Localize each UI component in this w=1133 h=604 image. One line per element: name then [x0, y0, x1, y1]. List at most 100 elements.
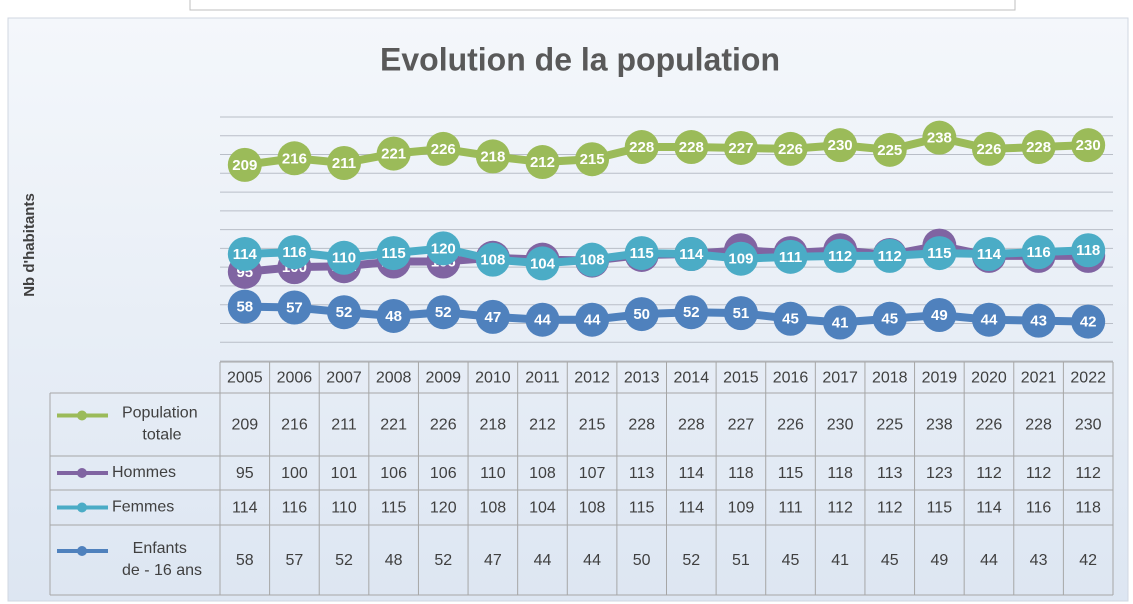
- data-point: [277, 235, 312, 270]
- table-value: 113: [877, 465, 903, 482]
- table-value: 49: [930, 552, 948, 569]
- legend-key: [77, 410, 87, 421]
- table-value: 45: [881, 552, 899, 569]
- data-point: [327, 240, 362, 275]
- data-point: [575, 242, 610, 277]
- data-label: 115: [927, 245, 951, 262]
- data-point: [971, 302, 1006, 337]
- data-label: 44: [981, 312, 998, 329]
- table-value: 120: [430, 500, 457, 517]
- data-point: [1021, 303, 1056, 338]
- table-value: 109: [728, 500, 755, 517]
- data-label: 43: [1030, 313, 1047, 330]
- data-label: 215: [580, 151, 605, 168]
- legend-key: [77, 546, 87, 556]
- chart-title: Evolution de la population: [380, 41, 780, 77]
- table-value: 221: [380, 417, 407, 434]
- data-label: 115: [382, 245, 406, 262]
- data-point: [723, 130, 758, 165]
- table-value: 115: [381, 500, 407, 517]
- x-tick-label: 2015: [723, 370, 759, 387]
- data-label: 114: [233, 246, 258, 263]
- data-label: 228: [629, 139, 654, 156]
- data-point: [624, 236, 659, 271]
- data-point: [525, 145, 560, 180]
- legend-key: [77, 468, 87, 478]
- data-label: 111: [779, 249, 802, 266]
- data-point: [823, 238, 858, 273]
- table-value: 106: [430, 465, 457, 482]
- data-point: [575, 302, 610, 337]
- data-point: [674, 130, 709, 165]
- data-label: 116: [1026, 244, 1050, 261]
- data-point: [1021, 130, 1056, 165]
- data-point: [575, 142, 610, 177]
- table-value: 108: [579, 500, 606, 517]
- table-value: 238: [926, 417, 953, 434]
- data-label: 118: [1076, 242, 1100, 259]
- table-value: 44: [534, 552, 552, 569]
- table-value: 114: [976, 500, 1002, 517]
- table-value: 230: [1075, 417, 1102, 434]
- table-value: 115: [927, 500, 953, 517]
- data-point: [773, 131, 808, 166]
- data-point: [872, 238, 907, 273]
- y-axis-label: Nb d'habitants: [21, 193, 38, 297]
- data-point: [624, 130, 659, 165]
- data-label: 116: [282, 244, 306, 261]
- data-label: 48: [385, 308, 402, 325]
- table-value: 209: [231, 417, 258, 434]
- table-value: 118: [1075, 500, 1101, 517]
- data-label: 227: [728, 140, 753, 157]
- table-value: 51: [732, 552, 750, 569]
- x-tick-label: 2005: [227, 370, 263, 387]
- table-value: 47: [484, 552, 502, 569]
- x-tick-label: 2011: [525, 370, 560, 387]
- data-label: 112: [878, 248, 902, 265]
- data-point: [971, 131, 1006, 166]
- legend-label: Hommes: [112, 464, 176, 481]
- table-value: 215: [579, 417, 606, 434]
- x-tick-label: 2014: [674, 370, 710, 387]
- table-value: 216: [281, 417, 308, 434]
- table-value: 123: [926, 465, 953, 482]
- table-value: 111: [778, 500, 802, 517]
- data-point: [525, 302, 560, 337]
- data-label: 212: [530, 154, 555, 171]
- data-point: [475, 139, 510, 174]
- data-label: 49: [931, 307, 948, 324]
- data-point: [823, 305, 858, 340]
- data-label: 115: [630, 245, 654, 262]
- table-value: 228: [678, 417, 705, 434]
- data-label: 226: [431, 141, 456, 158]
- x-tick-label: 2006: [277, 370, 313, 387]
- data-label: 211: [332, 155, 356, 172]
- data-point: [922, 236, 957, 271]
- plot: 2005 2006 2007 2008 2009 2010 2011 2012 2013 2014…: [49, 116, 1114, 596]
- x-tick-label: 2007: [326, 370, 362, 387]
- data-label: 44: [534, 312, 551, 329]
- data-point: [674, 295, 709, 330]
- data-point: [922, 298, 957, 333]
- data-point: [376, 236, 411, 271]
- table-value: 112: [827, 500, 853, 517]
- table-value: 95: [236, 465, 254, 482]
- data-point: [227, 147, 262, 182]
- table-value: 226: [976, 417, 1003, 434]
- table-value: 212: [529, 417, 556, 434]
- table-value: 218: [480, 417, 507, 434]
- data-label: 44: [584, 312, 601, 329]
- data-point: [426, 131, 461, 166]
- data-label: 226: [778, 141, 803, 158]
- table-value: 107: [579, 465, 606, 482]
- data-point: [227, 237, 262, 272]
- x-tick-label: 2010: [475, 370, 511, 387]
- x-tick-label: 2017: [822, 370, 858, 387]
- data-point: [872, 132, 907, 167]
- data-label: 52: [683, 304, 700, 321]
- data-point: [227, 289, 262, 324]
- table-value: 106: [380, 465, 407, 482]
- table-value: 113: [629, 465, 655, 482]
- data-point: [723, 296, 758, 331]
- data-label: 110: [332, 250, 356, 267]
